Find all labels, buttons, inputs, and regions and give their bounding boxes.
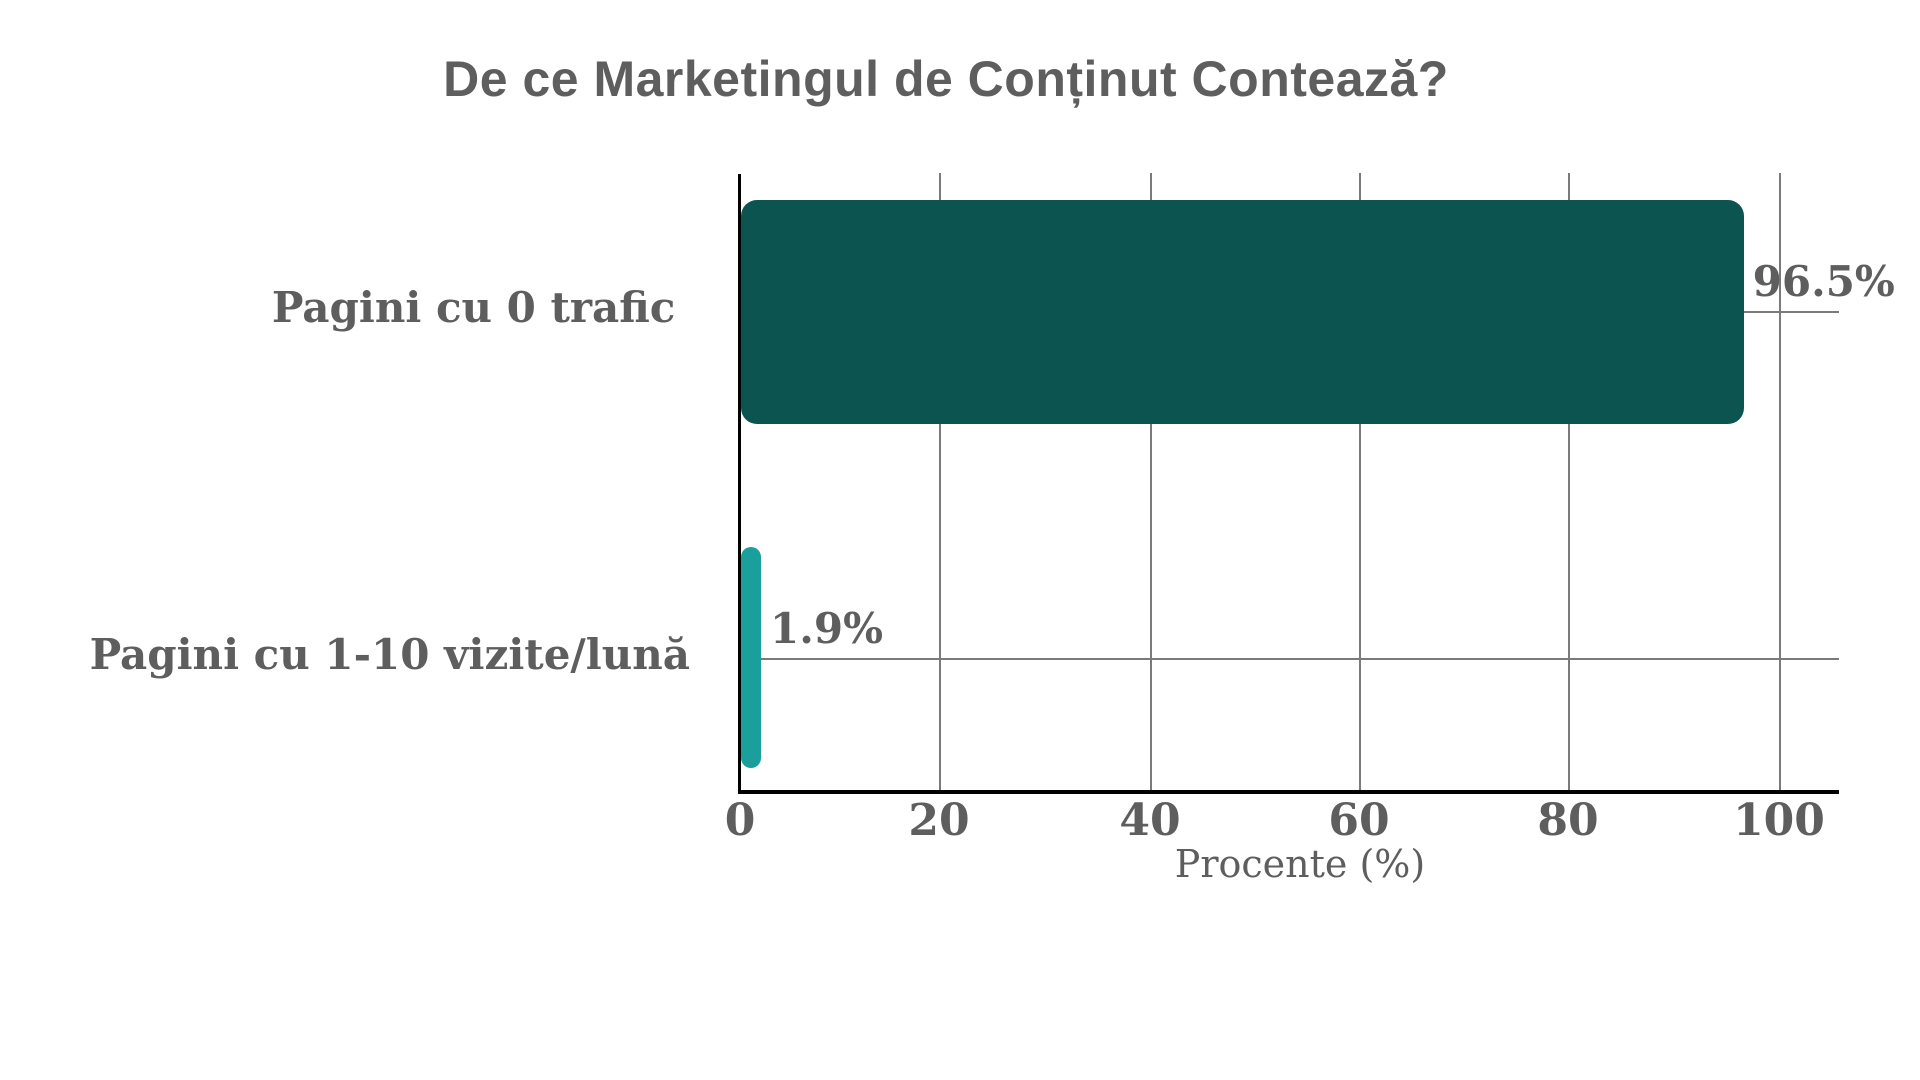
gridline-x-40 [1150, 173, 1152, 792]
bar-pagini-0-trafic [741, 200, 1744, 424]
value-label-1: 1.9% [770, 604, 883, 653]
gridline-x-60 [1359, 173, 1361, 792]
bar-pagini-1-10-vizite [741, 547, 761, 768]
value-label-0: 96.5% [1752, 257, 1895, 306]
x-tick-80: 80 [1537, 795, 1599, 846]
x-tick-40: 40 [1119, 795, 1181, 846]
gridline-x-80 [1568, 173, 1570, 792]
x-tick-60: 60 [1328, 795, 1390, 846]
category-label-0: Pagini cu 0 trafic [271, 283, 690, 332]
x-tick-0: 0 [724, 795, 756, 846]
chart-title: De ce Marketingul de Conținut Contează? [443, 51, 1449, 107]
gridline-y-1 [740, 658, 1839, 660]
x-axis [738, 790, 1839, 794]
gridline-x-20 [939, 173, 941, 792]
x-axis-label: Procente (%) [1174, 842, 1426, 886]
x-tick-20: 20 [908, 795, 970, 846]
category-label-1: Pagini cu 1-10 vizite/lună [89, 630, 690, 679]
y-axis [738, 174, 741, 794]
gridline-x-100 [1779, 173, 1781, 792]
x-tick-100: 100 [1733, 795, 1825, 846]
